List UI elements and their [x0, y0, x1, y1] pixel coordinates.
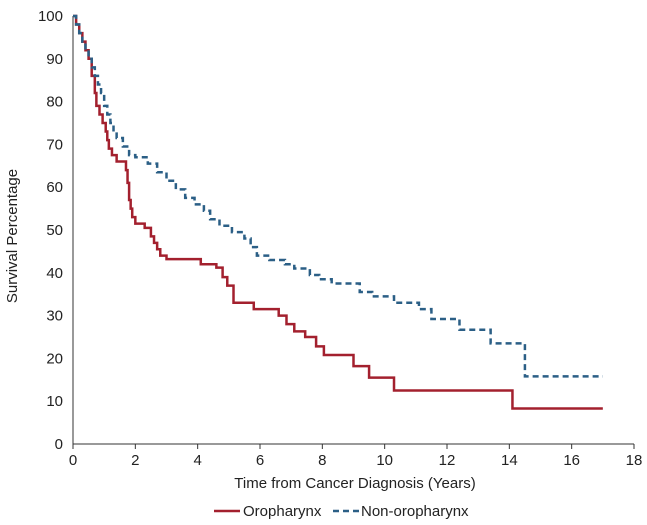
legend-oropharynx-label: Oropharynx: [243, 503, 322, 520]
y-tick-label: 0: [55, 436, 63, 453]
x-axis-title: Time from Cancer Diagnosis (Years): [234, 475, 475, 492]
x-tick-label: 0: [69, 452, 77, 469]
series-non-oropharynx-line: [73, 14, 603, 378]
legend: Oropharynx Non-oropharynx: [214, 503, 469, 520]
y-tick-label: 100: [38, 8, 63, 25]
x-tick-label: 12: [439, 452, 456, 469]
x-tick-label: 2: [131, 452, 139, 469]
y-axis-title: Survival Percentage: [4, 169, 21, 303]
legend-non-oropharynx-label: Non-oropharynx: [361, 503, 469, 520]
y-tick-label: 20: [46, 350, 63, 367]
x-tick-label: 6: [256, 452, 264, 469]
x-tick-label: 10: [376, 452, 393, 469]
y-tick-label: 30: [46, 308, 63, 325]
y-tick-label: 60: [46, 179, 63, 196]
x-tick-label: 8: [318, 452, 326, 469]
y-tick-label: 10: [46, 393, 63, 410]
y-tick-label: 40: [46, 265, 63, 282]
y-tick-label: 70: [46, 136, 63, 153]
y-tick-label: 80: [46, 94, 63, 111]
y-tick-label: 90: [46, 51, 63, 68]
x-tick-label: 14: [501, 452, 518, 469]
x-tick-label: 4: [193, 452, 201, 469]
axes: 0 2 4 6 8 10 12 14 16 18 0 10 20 30 40 50 60 70 80 90 100: [38, 8, 642, 469]
x-tick-label: 16: [563, 452, 580, 469]
series-oropharynx-line: [73, 14, 603, 410]
series-layer: [73, 14, 603, 410]
y-tick-label: 50: [46, 222, 63, 239]
x-tick-label: 18: [626, 452, 643, 469]
